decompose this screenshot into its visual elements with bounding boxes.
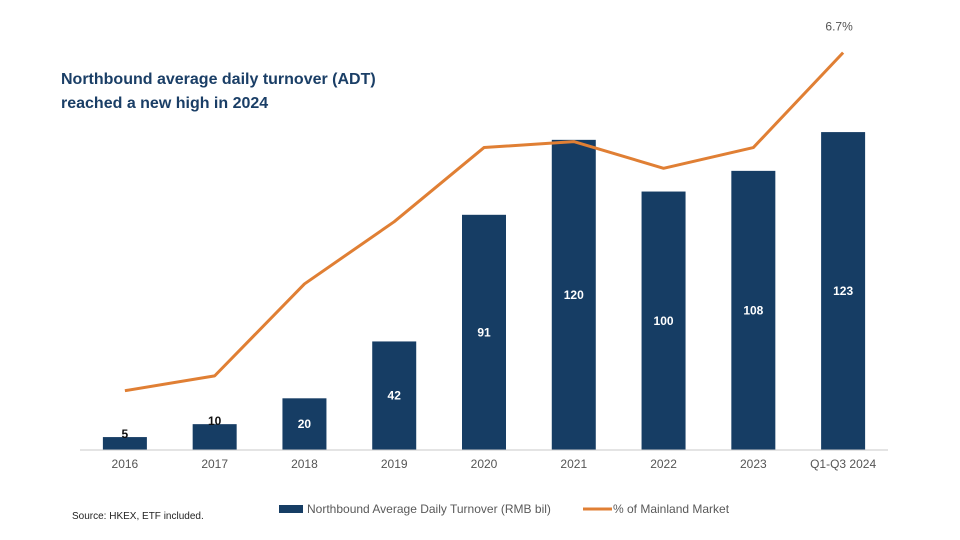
bar-value-label: 20 [298,417,312,431]
legend-bar-swatch [279,505,303,513]
bar-data-labels: 5 10 20 42 91 120 100 108 123 [122,284,854,441]
x-tick-label: 2023 [740,457,767,471]
bar-value-label: 10 [208,414,222,428]
bar-2018 [282,398,327,450]
bar-2019 [372,341,417,450]
bar-value-label: 123 [833,284,853,298]
bar-2017 [192,424,237,450]
bar-2022 [641,191,686,451]
bar-2020 [462,214,506,450]
legend: Northbound Average Daily Turnover (RMB b… [279,502,730,516]
x-axis-ticks: 2016 2017 2018 2019 2020 2021 2022 2023 Q1-Q3 20… [112,457,877,471]
bar-value-label: 120 [564,288,584,302]
bar-value-label: 100 [654,314,674,328]
x-tick-label: 2022 [650,457,677,471]
line-value-label: 6.7% [825,20,853,34]
chart-title: Northbound average daily turnover (ADT) … [61,68,376,116]
bar-series [102,132,866,451]
bar-2021 [551,139,596,450]
legend-line-label: % of Mainland Market [613,502,730,516]
line-series: 6.7% [124,20,853,393]
bar-value-label: 91 [477,325,491,339]
legend-bar-label: Northbound Average Daily Turnover (RMB b… [307,502,551,516]
chart-title-line-1: Northbound average daily turnover (ADT) [61,71,376,88]
x-tick-label: 2021 [560,457,587,471]
x-tick-label: 2020 [471,457,498,471]
x-tick-label: 2018 [291,457,318,471]
x-tick-label: 2016 [112,457,139,471]
x-tick-label: 2017 [201,457,228,471]
x-tick-label: Q1-Q3 2024 [810,457,876,471]
bar-value-label: 108 [743,303,763,317]
bar-2023 [731,170,776,450]
source-note: Source: HKEX, ETF included. [72,511,204,522]
x-tick-label: 2019 [381,457,408,471]
bar-value-label: 42 [388,389,402,403]
bar-value-label: 5 [122,427,129,441]
bar-2016 [102,437,147,450]
chart-title-line-2: reached a new high in 2024 [61,95,269,112]
bar-Q1-Q3 2024 [821,132,866,451]
